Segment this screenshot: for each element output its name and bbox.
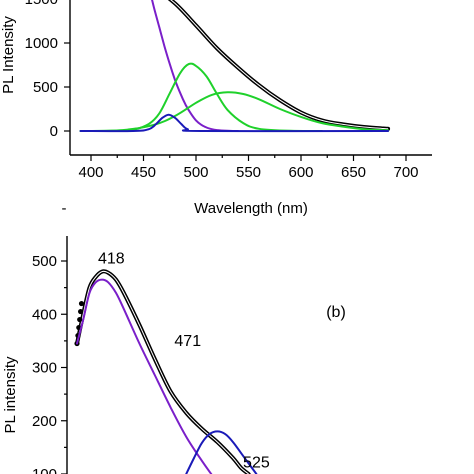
y-axis-title-b: PL intensity: [2, 356, 19, 433]
panel-b: 100 200 300 400 500 418 471 525: [32, 236, 270, 474]
y-tick-label: 200: [32, 413, 57, 430]
x-tick-label: 400: [78, 164, 103, 181]
y-tick-label: 500: [33, 79, 58, 96]
series-line: [79, 62, 323, 133]
series-line: [79, 113, 390, 133]
data-point: [78, 300, 85, 307]
y-axis-title: PL Intensity: [0, 16, 17, 94]
peak-annotation: 525: [243, 455, 270, 472]
series-line: [79, 91, 390, 132]
y-tick-label: 0: [50, 123, 58, 140]
y-tick-label: 500: [32, 253, 57, 270]
x-tick-label: 650: [341, 164, 366, 181]
series-line: [185, 430, 258, 474]
x-tick-label: 600: [288, 164, 313, 181]
peak-annotation: 418: [98, 251, 125, 268]
panel-a: 400 450 500 550 600 650 700 0 500 1000 1500 -: [25, 0, 432, 217]
stray-mark: -: [62, 200, 67, 217]
x-tick-label: 550: [236, 164, 261, 181]
peak-annotation: 471: [174, 333, 201, 350]
y-tick-label: 1500: [25, 0, 58, 8]
y-tick-label: 100: [32, 466, 57, 474]
y-tick-label: 1000: [25, 35, 58, 52]
x-tick-label: 700: [393, 164, 418, 181]
y-tick-label: 400: [32, 306, 57, 323]
series-line-highlight: [170, 0, 389, 130]
x-tick-label: 450: [131, 164, 156, 181]
series-line: [167, 0, 391, 131]
data-point: [78, 308, 84, 315]
series-line: [151, 0, 239, 132]
data-point: [77, 316, 83, 323]
series-line-highlight: [76, 270, 249, 474]
x-axis-title: Wavelength (nm): [194, 200, 308, 217]
series-line: [75, 269, 251, 474]
x-tick-label: 500: [183, 164, 208, 181]
panel-label: (b): [326, 304, 346, 321]
series-line: [76, 278, 213, 474]
y-tick-label: 300: [32, 360, 57, 377]
